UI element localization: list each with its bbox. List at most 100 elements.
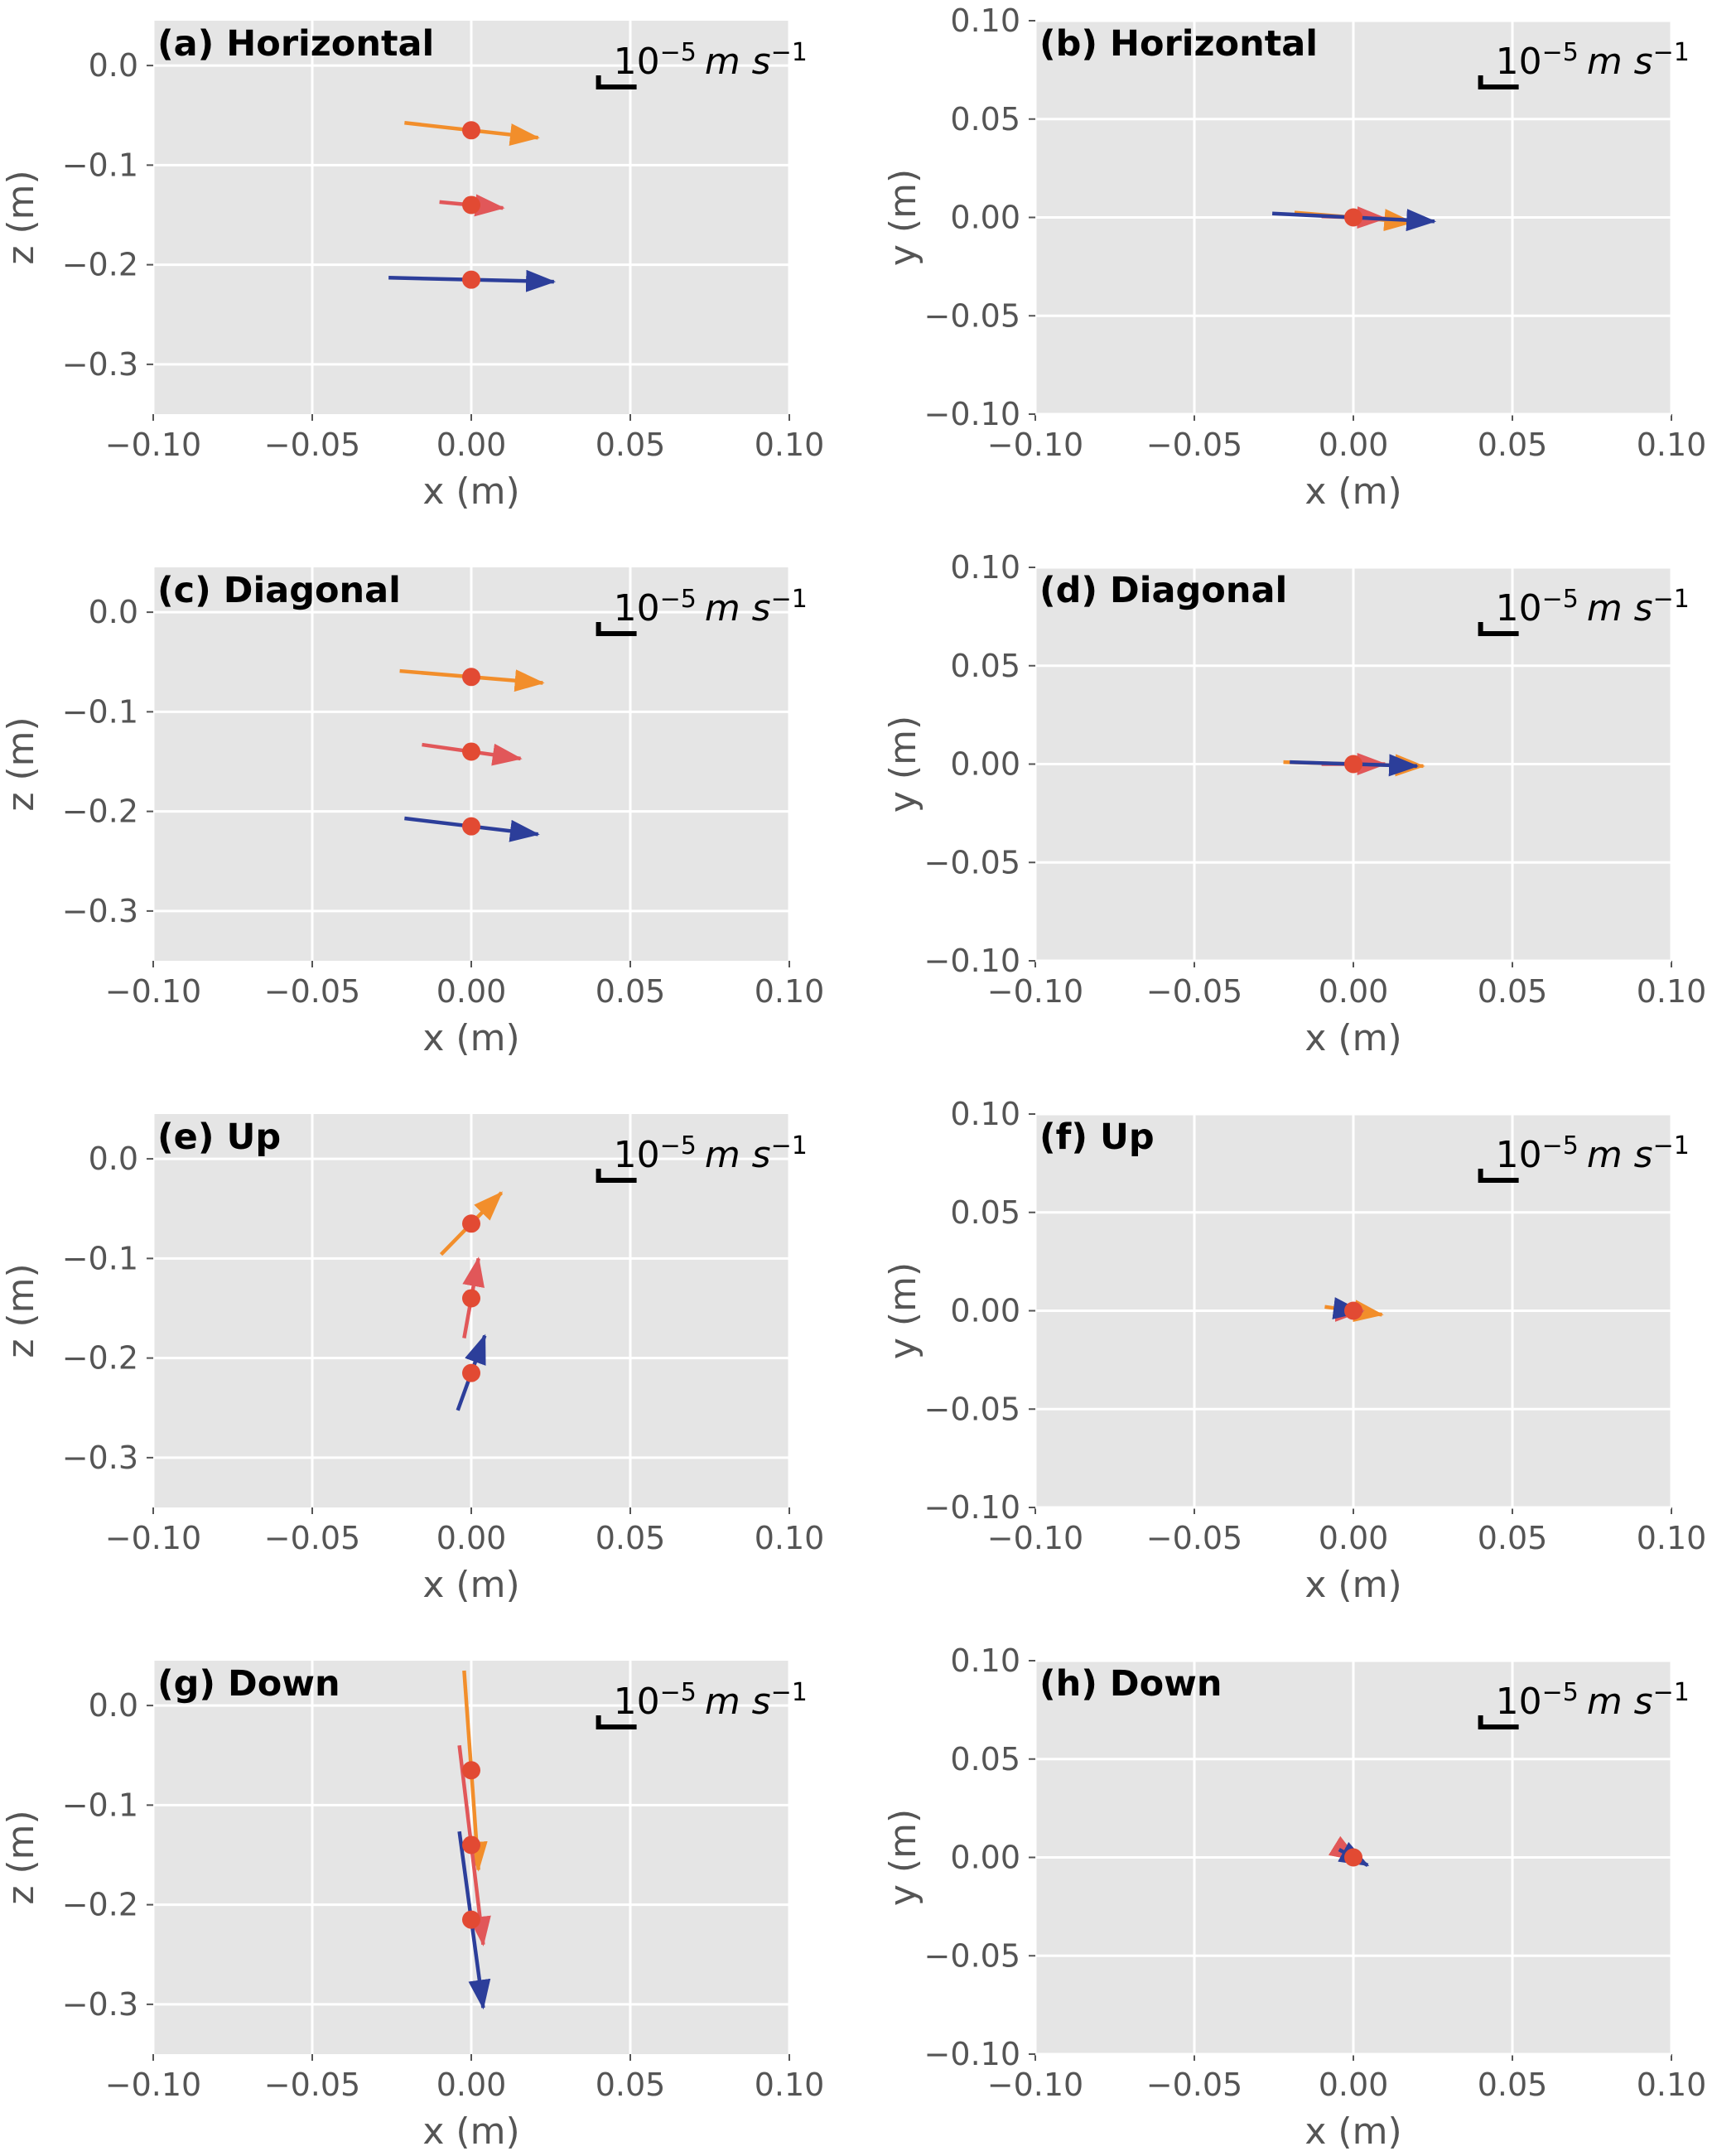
x-axis-label: x (m) bbox=[1304, 1564, 1401, 1606]
scale-bar-label: 10−5 m s−1 bbox=[614, 1131, 808, 1176]
scale-bar bbox=[596, 1169, 637, 1183]
panel-3: −0.10 −0.05 0.00 0.05 0.10 0.10 0.05 0.00 −0.05 −… bbox=[882, 549, 1706, 1059]
y-tick-label: −0.1 bbox=[62, 147, 138, 183]
data-point bbox=[462, 1363, 480, 1382]
y-tick-label: −0.3 bbox=[62, 346, 138, 383]
data-point bbox=[1344, 755, 1362, 774]
x-tick-label: 0.00 bbox=[436, 427, 507, 463]
x-tick-label: 0.05 bbox=[1478, 973, 1548, 1010]
x-tick-label: −0.10 bbox=[987, 973, 1083, 1010]
data-point bbox=[462, 742, 480, 761]
data-point bbox=[1344, 1301, 1362, 1320]
x-tick-label: 0.10 bbox=[755, 1520, 825, 1556]
y-tick-label: −0.10 bbox=[924, 396, 1020, 432]
panel-title: (h) Down bbox=[1039, 1663, 1222, 1705]
x-tick-label: 0.00 bbox=[1319, 2067, 1389, 2103]
x-tick-label: 0.05 bbox=[596, 973, 666, 1010]
panel-title: (a) Horizontal bbox=[157, 23, 434, 65]
x-tick-label: 0.05 bbox=[1478, 1520, 1548, 1556]
y-tick-label: −0.3 bbox=[62, 893, 138, 929]
y-tick-label: −0.1 bbox=[62, 693, 138, 730]
x-tick-label: 0.10 bbox=[1637, 1520, 1707, 1556]
x-tick-label: 0.05 bbox=[596, 1520, 666, 1556]
data-point bbox=[462, 1835, 480, 1855]
data-point bbox=[462, 121, 480, 140]
x-tick-label: 0.10 bbox=[1637, 2067, 1707, 2103]
x-tick-label: 0.10 bbox=[755, 2067, 825, 2103]
x-tick-label: −0.10 bbox=[105, 1520, 201, 1556]
scale-bar-label: 10−5 m s−1 bbox=[1496, 585, 1690, 629]
panel-1: −0.10 −0.05 0.00 0.05 0.10 0.10 0.05 0.00 −0.05 −… bbox=[882, 2, 1706, 513]
y-tick-label: 0.10 bbox=[950, 549, 1020, 586]
data-point bbox=[1344, 1848, 1362, 1867]
panel-2: −0.10 −0.05 0.00 0.05 0.10 0.0 −0.1 −0.2 −0.3 x (… bbox=[0, 567, 824, 1059]
panel-5: −0.10 −0.05 0.00 0.05 0.10 0.10 0.05 0.00 −0.05 −… bbox=[882, 1096, 1706, 1606]
y-tick-label: −0.1 bbox=[62, 1240, 138, 1276]
scale-bar bbox=[1478, 1169, 1519, 1183]
scale-bar bbox=[1478, 622, 1519, 636]
y-tick-label: −0.2 bbox=[62, 247, 138, 283]
x-axis-label: x (m) bbox=[422, 2110, 519, 2153]
x-tick-label: 0.10 bbox=[755, 427, 825, 463]
y-axis-label: y (m) bbox=[882, 1809, 924, 1906]
x-tick-label: 0.10 bbox=[1637, 973, 1707, 1010]
x-tick-label: −0.05 bbox=[264, 427, 360, 463]
scale-bar bbox=[1478, 1715, 1519, 1729]
panel-6: −0.10 −0.05 0.00 0.05 0.10 0.0 −0.1 −0.2 −0.3 x (… bbox=[0, 1661, 824, 2153]
scale-bar bbox=[1478, 75, 1519, 89]
y-tick-label: −0.05 bbox=[924, 1937, 1020, 1974]
y-tick-label: −0.3 bbox=[62, 1986, 138, 2023]
y-axis-label: z (m) bbox=[0, 170, 42, 264]
x-tick-label: −0.10 bbox=[987, 427, 1083, 463]
y-tick-label: 0.10 bbox=[950, 1642, 1020, 1679]
y-tick-label: −0.10 bbox=[924, 943, 1020, 979]
y-axis-label: z (m) bbox=[0, 1263, 42, 1358]
y-tick-label: −0.2 bbox=[62, 793, 138, 830]
y-tick-label: 0.00 bbox=[950, 200, 1020, 236]
data-point bbox=[462, 195, 480, 215]
panel-title: (c) Diagonal bbox=[157, 570, 401, 611]
x-axis-label: x (m) bbox=[1304, 2110, 1401, 2153]
x-axis-label: x (m) bbox=[422, 470, 519, 513]
y-tick-label: −0.05 bbox=[924, 1391, 1020, 1427]
y-tick-label: 0.00 bbox=[950, 1840, 1020, 1876]
y-tick-label: 0.00 bbox=[950, 1293, 1020, 1329]
data-point bbox=[462, 270, 480, 289]
panel-title: (d) Diagonal bbox=[1039, 570, 1287, 611]
panel-0: −0.10 −0.05 0.00 0.05 0.10 0.0 −0.1 −0.2 −0.3 x (… bbox=[0, 21, 824, 513]
x-tick-label: −0.05 bbox=[264, 1520, 360, 1556]
x-tick-label: 0.00 bbox=[436, 973, 507, 1010]
x-tick-label: −0.05 bbox=[264, 973, 360, 1010]
data-point bbox=[462, 817, 480, 836]
y-tick-label: −0.05 bbox=[924, 297, 1020, 334]
y-tick-label: −0.2 bbox=[62, 1887, 138, 1923]
scale-bar bbox=[596, 75, 637, 89]
y-tick-label: 0.10 bbox=[950, 1096, 1020, 1132]
panel-title: (g) Down bbox=[157, 1663, 340, 1705]
x-tick-label: 0.00 bbox=[436, 1520, 507, 1556]
x-tick-label: −0.10 bbox=[987, 1520, 1083, 1556]
y-tick-label: −0.10 bbox=[924, 1489, 1020, 1526]
y-tick-label: 0.05 bbox=[950, 1194, 1020, 1231]
scale-bar-label: 10−5 m s−1 bbox=[614, 585, 808, 629]
x-axis-label: x (m) bbox=[422, 1564, 519, 1606]
y-tick-label: 0.05 bbox=[950, 1741, 1020, 1777]
y-tick-label: 0.0 bbox=[89, 1141, 138, 1177]
x-tick-label: 0.05 bbox=[1478, 2067, 1548, 2103]
panel-4: −0.10 −0.05 0.00 0.05 0.10 0.0 −0.1 −0.2 −0.3 x (… bbox=[0, 1114, 824, 1606]
data-point bbox=[1344, 208, 1362, 227]
data-point bbox=[462, 668, 480, 687]
data-point bbox=[462, 1214, 480, 1233]
x-tick-label: −0.05 bbox=[264, 2067, 360, 2103]
panel-7: −0.10 −0.05 0.00 0.05 0.10 0.10 0.05 0.00 −0.05 −… bbox=[882, 1642, 1706, 2153]
y-tick-label: 0.0 bbox=[89, 594, 138, 630]
data-point bbox=[462, 1910, 480, 1929]
x-tick-label: 0.05 bbox=[596, 2067, 666, 2103]
y-tick-label: 0.05 bbox=[950, 648, 1020, 684]
x-tick-label: −0.10 bbox=[987, 2067, 1083, 2103]
x-axis-label: x (m) bbox=[1304, 1017, 1401, 1059]
x-tick-label: −0.10 bbox=[105, 2067, 201, 2103]
y-tick-label: −0.1 bbox=[62, 1787, 138, 1823]
y-tick-label: 0.00 bbox=[950, 746, 1020, 783]
